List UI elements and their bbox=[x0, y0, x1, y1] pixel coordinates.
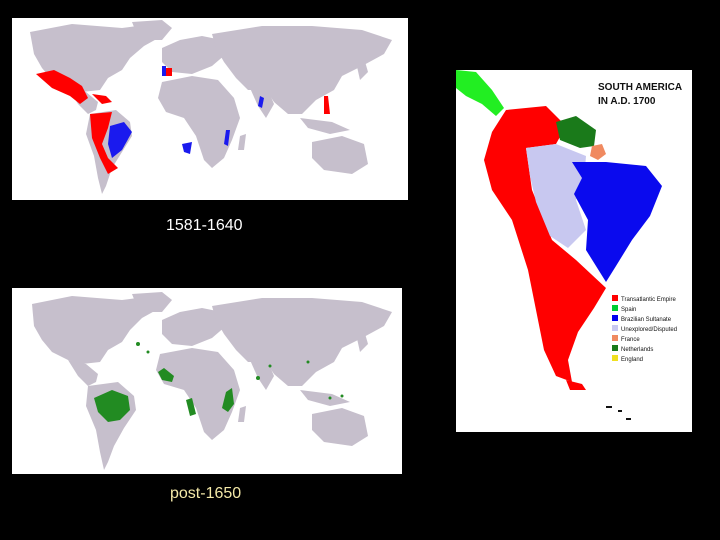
territory-red-iberia bbox=[164, 68, 172, 76]
island-b bbox=[618, 410, 622, 412]
legend-label-2: Brazilian Sultanate bbox=[621, 317, 672, 323]
territory-green-cape-verde bbox=[146, 350, 150, 354]
territory-green-west-africa-coast bbox=[158, 368, 174, 382]
legend-label-5: Netherlands bbox=[621, 347, 653, 353]
territory-red-south-america bbox=[90, 112, 118, 174]
territory-green-moluccas bbox=[340, 394, 344, 398]
legend-swatch-4 bbox=[612, 335, 618, 341]
territory-green-atlantic-islands bbox=[136, 342, 140, 346]
caption-1581-1640: 1581-1640 bbox=[166, 217, 243, 234]
territory-netherlands bbox=[556, 116, 596, 148]
landmass-europe bbox=[162, 36, 226, 74]
landmass-africa bbox=[158, 76, 240, 168]
legend-swatch-5 bbox=[612, 345, 618, 351]
territory-blue-brazil bbox=[108, 122, 132, 158]
south-america-1700-map: SOUTH AMERICA IN A.D. 1700 Transatlantic… bbox=[456, 70, 692, 432]
legend-swatch-0 bbox=[612, 295, 618, 301]
territory-green-india-goa bbox=[256, 376, 260, 380]
landmass-central-america bbox=[68, 360, 98, 386]
landmass-greenland bbox=[132, 292, 172, 312]
map-title-line1: SOUTH AMERICA bbox=[598, 82, 682, 93]
island-c bbox=[626, 418, 631, 420]
legend-label-1: Spain bbox=[621, 307, 636, 313]
legend: Transatlantic Empire Spain Brazilian Sul… bbox=[612, 295, 677, 363]
landmass-japan bbox=[356, 58, 368, 80]
territory-blue-india bbox=[258, 96, 264, 108]
landmass-india bbox=[250, 360, 274, 390]
landmass-asia bbox=[212, 298, 392, 386]
territory-red-caribbean bbox=[92, 94, 112, 104]
landmass-indonesia bbox=[300, 390, 350, 406]
territory-red-north-america bbox=[36, 70, 88, 104]
landmass-europe bbox=[162, 308, 226, 346]
legend-swatch-3 bbox=[612, 325, 618, 331]
landmass-indonesia bbox=[300, 118, 350, 134]
territory-blue-west-africa bbox=[182, 142, 192, 154]
south-america-1700-svg: SOUTH AMERICA IN A.D. 1700 Transatlantic… bbox=[456, 70, 682, 420]
territory-france bbox=[590, 144, 606, 160]
territory-green-macau bbox=[306, 360, 310, 364]
world-map-post-1650-svg bbox=[32, 292, 392, 470]
landmass-madagascar bbox=[238, 134, 246, 150]
map-title-line2: IN A.D. 1700 bbox=[598, 96, 656, 107]
world-map-1581-1640 bbox=[12, 18, 408, 200]
legend-label-3: Unexplored/Disputed bbox=[621, 327, 677, 333]
territory-green-angola-coast bbox=[186, 398, 196, 416]
landmass-japan bbox=[356, 330, 368, 352]
territory-blue-east-africa bbox=[224, 130, 230, 146]
territory-tierra-del-fuego bbox=[566, 380, 586, 390]
territory-unexplored-interior bbox=[526, 144, 586, 248]
territory-green-brazil bbox=[94, 390, 130, 422]
landmass-greenland bbox=[132, 20, 172, 40]
world-map-1581-1640-svg bbox=[30, 20, 392, 194]
territory-green-india-east bbox=[268, 364, 272, 368]
landmass-asia bbox=[212, 26, 392, 114]
legend-swatch-1 bbox=[612, 305, 618, 311]
world-map-post-1650 bbox=[12, 288, 402, 474]
territory-green-east-africa-coast bbox=[222, 388, 234, 412]
territory-brazil bbox=[572, 162, 662, 282]
caption-post-1650: post-1650 bbox=[170, 485, 242, 502]
landmass-australia bbox=[312, 408, 368, 446]
island-a bbox=[606, 406, 612, 408]
landmass-north-america bbox=[32, 296, 160, 364]
legend-label-0: Transatlantic Empire bbox=[621, 297, 676, 303]
landmass-australia bbox=[312, 136, 368, 174]
legend-swatch-6 bbox=[612, 355, 618, 361]
legend-label-4: France bbox=[621, 337, 640, 343]
territory-green-timor bbox=[328, 396, 332, 400]
legend-label-6: England bbox=[621, 357, 643, 363]
territory-central-america bbox=[456, 70, 504, 116]
territory-red-philippines bbox=[324, 96, 330, 114]
territory-blue-portugal bbox=[162, 66, 166, 76]
landmass-africa bbox=[156, 348, 240, 440]
landmass-madagascar bbox=[238, 406, 246, 422]
legend-swatch-2 bbox=[612, 315, 618, 321]
territory-red-andes bbox=[484, 106, 606, 382]
